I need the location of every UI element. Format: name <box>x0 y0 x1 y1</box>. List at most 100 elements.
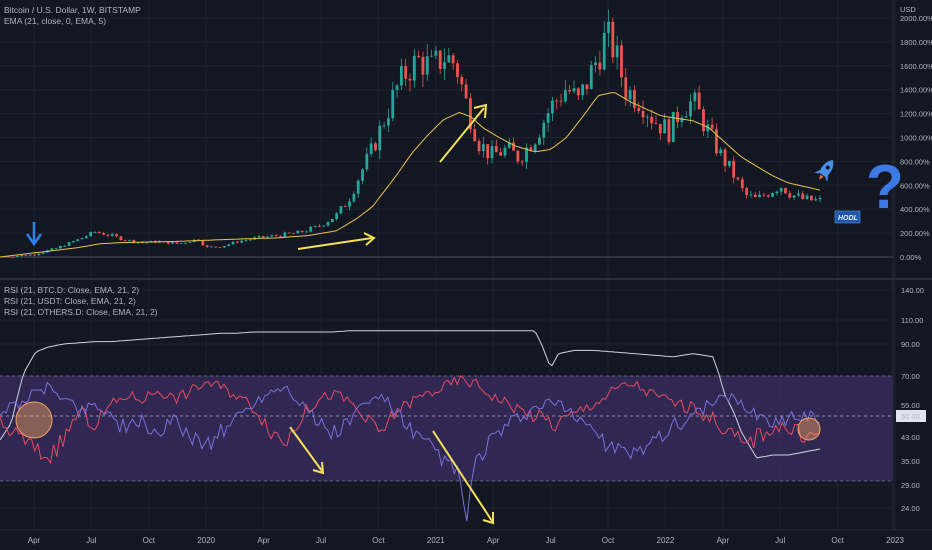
hodl-label: HODL <box>838 215 858 222</box>
blue-down-arrow <box>25 222 43 247</box>
candle-body <box>525 147 528 162</box>
candle-body <box>356 180 360 194</box>
candle-body <box>464 84 468 99</box>
ema-legend[interactable]: EMA (21, close, 0, EMA, 5) <box>4 16 107 26</box>
candle-body <box>223 245 226 248</box>
price-tick-label: 1600.00% <box>900 62 932 71</box>
candle-body <box>706 124 710 132</box>
candle-body <box>702 109 705 132</box>
candle-body <box>529 147 533 152</box>
candle-body <box>257 236 261 238</box>
candle-body <box>292 233 295 235</box>
rsi-btcd-line <box>0 374 821 465</box>
candle-body <box>188 242 192 243</box>
candle-body <box>663 119 667 134</box>
candle-body <box>132 239 136 243</box>
price-tick-label: 1200.00% <box>900 110 932 119</box>
candle-body <box>788 193 792 198</box>
yellow-arrow-up <box>439 103 488 163</box>
price-unit-label: USD <box>900 5 916 14</box>
candle-body <box>499 152 503 156</box>
candle-body <box>727 160 731 166</box>
candle-body <box>145 242 149 244</box>
candle-body <box>797 193 800 196</box>
rsi-midline-tag <box>896 410 926 422</box>
candle-body <box>576 88 580 96</box>
candle-body <box>598 62 602 70</box>
time-tick-label: Oct <box>831 536 844 545</box>
candle-body <box>667 119 671 143</box>
price-tick-label: 0.00% <box>900 253 922 262</box>
candle-body <box>658 123 662 134</box>
candle-body <box>71 241 75 243</box>
candle-body <box>339 206 343 214</box>
candle-body <box>460 76 464 85</box>
candle-body <box>637 107 641 112</box>
rsi-tick-label: 70.00 <box>901 372 920 381</box>
candle-body <box>33 254 36 256</box>
candle-body <box>451 55 455 64</box>
rsi-btcd-legend[interactable]: RSI (21, BTC.D: Close, EMA, 21, 2) <box>4 285 140 295</box>
candle-body <box>76 239 80 242</box>
candle-body <box>279 235 282 237</box>
candle-body <box>758 194 761 198</box>
candle-body <box>218 247 222 248</box>
candle-body <box>689 101 692 117</box>
candle-body <box>421 56 425 75</box>
time-tick-label: Apr <box>257 536 270 545</box>
candle-body <box>680 117 684 123</box>
symbol-title[interactable]: Bitcoin / U.S. Dollar, 1W, BITSTAMP <box>4 5 141 15</box>
candle-body <box>24 254 28 256</box>
candle-body <box>326 222 330 226</box>
candle-body <box>309 226 313 232</box>
rsi-tick-label: 29.00 <box>901 481 920 490</box>
candle-body <box>572 88 576 92</box>
time-tick-label: Apr <box>717 536 730 545</box>
candle-body <box>102 233 105 235</box>
candle-body <box>28 254 32 256</box>
time-tick-label: 2020 <box>197 536 215 545</box>
candle-body <box>654 123 658 125</box>
candle-body <box>408 78 412 81</box>
candle-body <box>490 146 494 159</box>
candle-body <box>231 241 235 245</box>
question-mark: ? <box>866 153 904 222</box>
candle-body <box>404 66 408 79</box>
candle-body <box>676 111 679 123</box>
candle-body <box>805 195 809 200</box>
candle-body <box>477 141 481 152</box>
candle-body <box>533 144 537 152</box>
candle-body <box>762 194 766 196</box>
candle-body <box>387 118 390 126</box>
time-tick-label: Oct <box>372 536 385 545</box>
candle-body <box>274 235 278 237</box>
candle-body <box>110 234 114 236</box>
time-tick-label: Oct <box>602 536 615 545</box>
candle-body <box>391 89 395 119</box>
candle-body <box>775 191 779 194</box>
rsi-tick-label: 50.00 <box>901 412 920 421</box>
candle-body <box>546 113 550 123</box>
candle-body <box>361 169 364 181</box>
candle-body <box>633 90 636 108</box>
candle-body <box>59 245 62 249</box>
candle-body <box>89 232 93 237</box>
rsi-usdt-legend[interactable]: RSI (21, USDT: Close, EMA, 21, 2) <box>4 296 136 306</box>
candle-body <box>67 242 71 246</box>
rsi-band <box>0 376 893 481</box>
time-axis[interactable]: Apr Jul Oct 2020 Apr Jul Oct 2021 Apr Jul Oct 2022 A… <box>28 536 905 545</box>
candle-body <box>37 253 41 255</box>
rsi-axis[interactable]: 140.00 110.00 90.00 70.00 55.00 50.00 43.00 35.… <box>896 286 926 513</box>
candle-body <box>412 55 416 81</box>
candle-body <box>119 236 123 241</box>
candle-body <box>745 188 749 195</box>
candle-body <box>378 125 382 151</box>
candle-body <box>270 235 274 237</box>
candle-body <box>248 239 252 241</box>
candle-body <box>296 230 300 234</box>
candle-body <box>317 225 321 227</box>
price-tick-label: 800.00% <box>900 157 930 166</box>
rsi-others-legend[interactable]: RSI (21, OTHERS.D: Close, EMA, 21, 2) <box>4 307 158 317</box>
